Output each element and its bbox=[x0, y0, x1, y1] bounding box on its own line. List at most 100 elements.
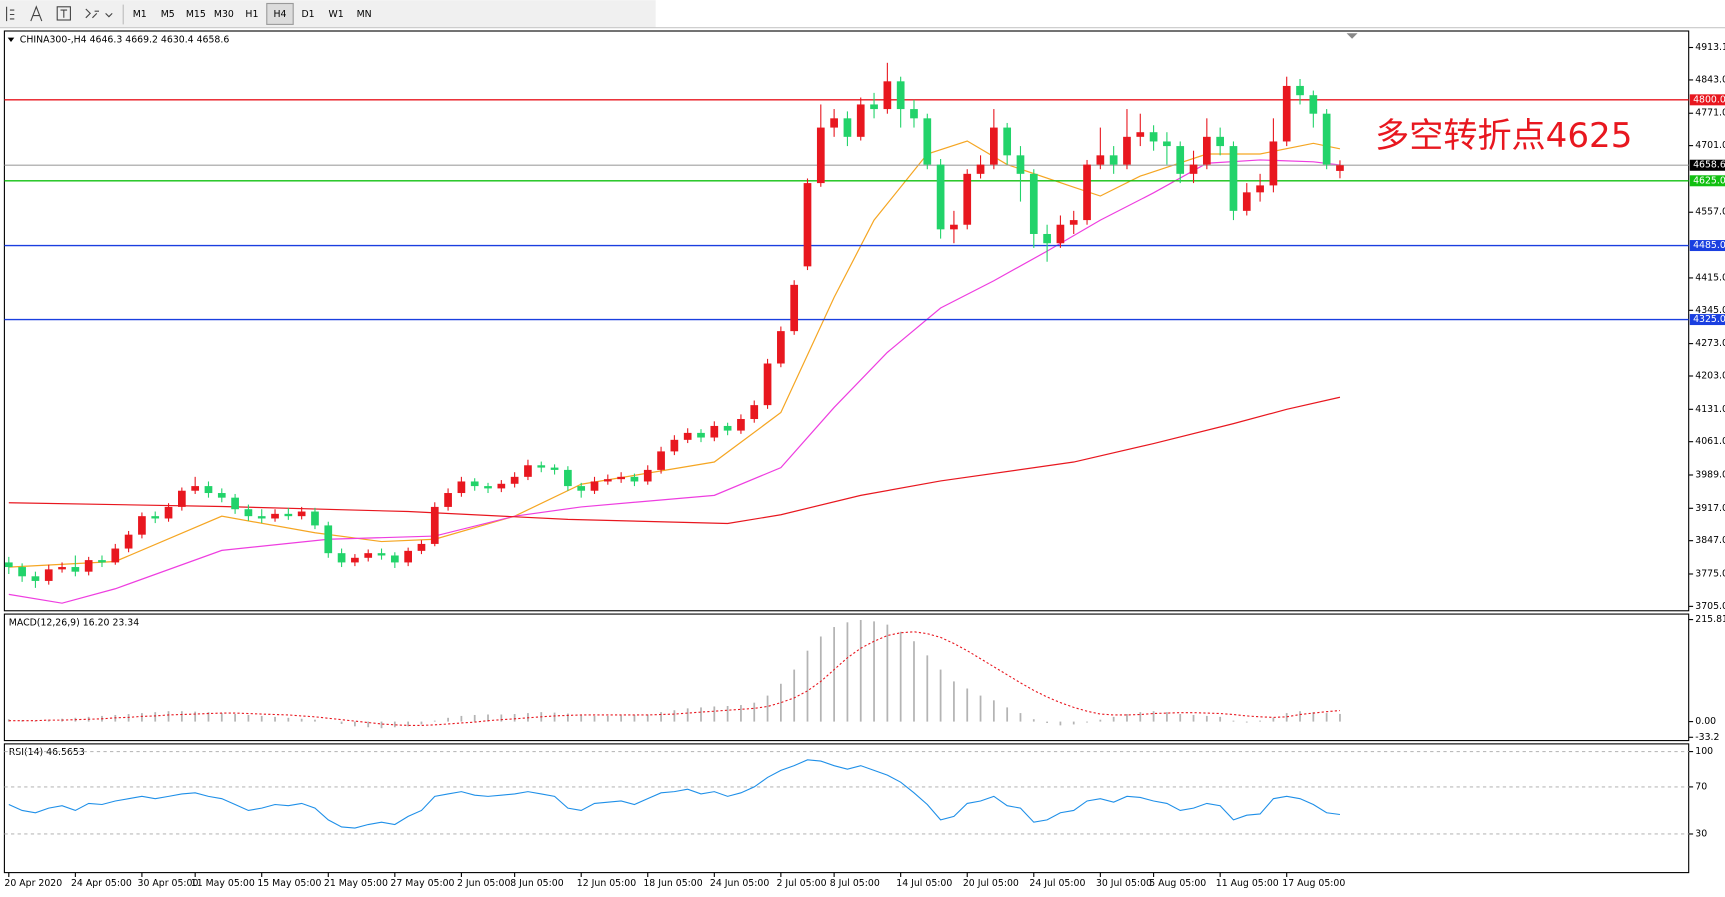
timeframe-label[interactable]: M15 bbox=[186, 9, 206, 20]
timeframe-label[interactable]: M30 bbox=[214, 9, 234, 20]
icon-text[interactable] bbox=[30, 5, 43, 22]
x-tick-label: 2 Jun 05:00 bbox=[457, 878, 510, 889]
candle-body bbox=[1229, 146, 1238, 211]
y-tick-label: 4273.0 bbox=[1695, 338, 1725, 349]
candle-body bbox=[337, 553, 346, 563]
y-tick-label: 4557.0 bbox=[1695, 207, 1725, 218]
candle-body bbox=[1083, 164, 1091, 221]
candle-body bbox=[910, 109, 918, 119]
y-tick-label: 3917.0 bbox=[1695, 503, 1725, 514]
toolbar-icons bbox=[6, 4, 124, 25]
candle-body bbox=[457, 481, 466, 494]
candle-body bbox=[470, 481, 479, 487]
candle-body bbox=[777, 331, 785, 364]
icon-label[interactable] bbox=[56, 6, 71, 21]
level-label-box bbox=[1689, 175, 1725, 187]
x-tick-label: 30 Jul 05:00 bbox=[1096, 878, 1152, 889]
candle-body bbox=[870, 104, 878, 110]
y-tick-label: 4415.0 bbox=[1695, 272, 1725, 283]
signal-line bbox=[8, 631, 1341, 726]
candle-body bbox=[963, 173, 972, 225]
y-tick-label: 4131.0 bbox=[1695, 404, 1725, 415]
candle-body bbox=[1269, 141, 1278, 186]
candle-body bbox=[44, 569, 53, 581]
candle-body bbox=[670, 439, 679, 452]
candle-body bbox=[1189, 164, 1198, 174]
candle-body bbox=[537, 465, 546, 468]
x-tick-label: 18 Jun 05:00 bbox=[643, 878, 702, 889]
candle-body bbox=[1029, 173, 1038, 234]
icon-shapes[interactable] bbox=[85, 8, 113, 19]
candle-body bbox=[1296, 85, 1304, 96]
level-label: 4625.0 bbox=[1693, 175, 1725, 186]
candle-body bbox=[1043, 233, 1051, 244]
candle-body bbox=[723, 425, 732, 431]
candle-body bbox=[244, 509, 253, 517]
candle-body bbox=[111, 548, 120, 563]
candle-body bbox=[923, 118, 932, 165]
x-tick-label: 12 Jun 05:00 bbox=[577, 878, 636, 889]
candle-body bbox=[1136, 132, 1145, 137]
timeframe-label[interactable]: MN bbox=[357, 9, 372, 20]
y-tick-label: 215.81 bbox=[1695, 614, 1725, 625]
y-tick-label: 30 bbox=[1695, 828, 1707, 839]
y-tick-label: 4843.0 bbox=[1695, 74, 1725, 85]
x-tick-label: 17 Aug 05:00 bbox=[1282, 878, 1345, 889]
level-label-box bbox=[1689, 94, 1725, 106]
indicator-title: RSI(14) 46.5653 bbox=[9, 747, 85, 758]
y-tick-label: 70 bbox=[1695, 781, 1707, 792]
candle-body bbox=[1202, 136, 1211, 165]
y-tick-label: 3989.0 bbox=[1695, 469, 1725, 480]
x-tick-label: 24 Jun 05:00 bbox=[710, 878, 769, 889]
x-tick-label: 8 Jun 05:00 bbox=[510, 878, 563, 889]
candle-body bbox=[1176, 146, 1185, 174]
candle-body bbox=[830, 118, 838, 128]
pane-marker bbox=[7, 37, 15, 43]
candle-body bbox=[417, 543, 426, 551]
candle-body bbox=[550, 467, 559, 470]
candle-body bbox=[657, 451, 665, 470]
level-label-box bbox=[1689, 240, 1725, 252]
candle-body bbox=[191, 486, 200, 491]
candle-body bbox=[510, 476, 519, 484]
y-tick-label: 0.00 bbox=[1695, 716, 1716, 727]
price-label: 4658.6 bbox=[1693, 160, 1725, 171]
x-tick-label: 24 Apr 05:00 bbox=[71, 878, 132, 889]
timeframe-label[interactable]: W1 bbox=[328, 9, 343, 20]
y-tick-label: 4061.0 bbox=[1695, 436, 1725, 447]
candle-body bbox=[98, 560, 106, 563]
timeframe-label[interactable]: D1 bbox=[301, 9, 314, 20]
candle-body bbox=[124, 534, 133, 549]
timeframe-label[interactable]: M1 bbox=[133, 9, 147, 20]
timeframe-label[interactable]: H1 bbox=[245, 9, 258, 20]
candle-body bbox=[497, 483, 506, 489]
candle-body bbox=[311, 511, 319, 526]
rsi-pane bbox=[3, 743, 1690, 874]
timeframe-button[interactable] bbox=[266, 2, 294, 25]
candle-body bbox=[803, 183, 812, 267]
timeframe-label[interactable]: M5 bbox=[161, 9, 175, 20]
candle-body bbox=[58, 567, 66, 570]
candle-body bbox=[18, 567, 26, 577]
rsi-line bbox=[8, 759, 1341, 829]
candle-body bbox=[603, 479, 612, 482]
candle-body bbox=[1069, 220, 1078, 225]
candle-body bbox=[138, 516, 146, 535]
candle-body bbox=[710, 425, 719, 438]
toolbar-buttons: M1 M5 M15 M30 H1 H4 D1 W1 MN bbox=[133, 2, 372, 25]
candle-body bbox=[763, 363, 772, 406]
icon-lines[interactable] bbox=[6, 6, 15, 22]
candle-body bbox=[1256, 185, 1264, 193]
level-label: 4325.0 bbox=[1693, 314, 1725, 325]
candle-body bbox=[737, 419, 745, 431]
timeframe-label[interactable]: H4 bbox=[273, 9, 286, 20]
candle-body bbox=[697, 432, 705, 438]
candle-body bbox=[231, 497, 239, 510]
y-tick-label: 3775.0 bbox=[1695, 568, 1725, 579]
candle-body bbox=[297, 511, 306, 517]
y-tick-label: 4771.0 bbox=[1695, 108, 1725, 119]
candle-body bbox=[1056, 224, 1065, 244]
candle-body bbox=[790, 284, 799, 332]
